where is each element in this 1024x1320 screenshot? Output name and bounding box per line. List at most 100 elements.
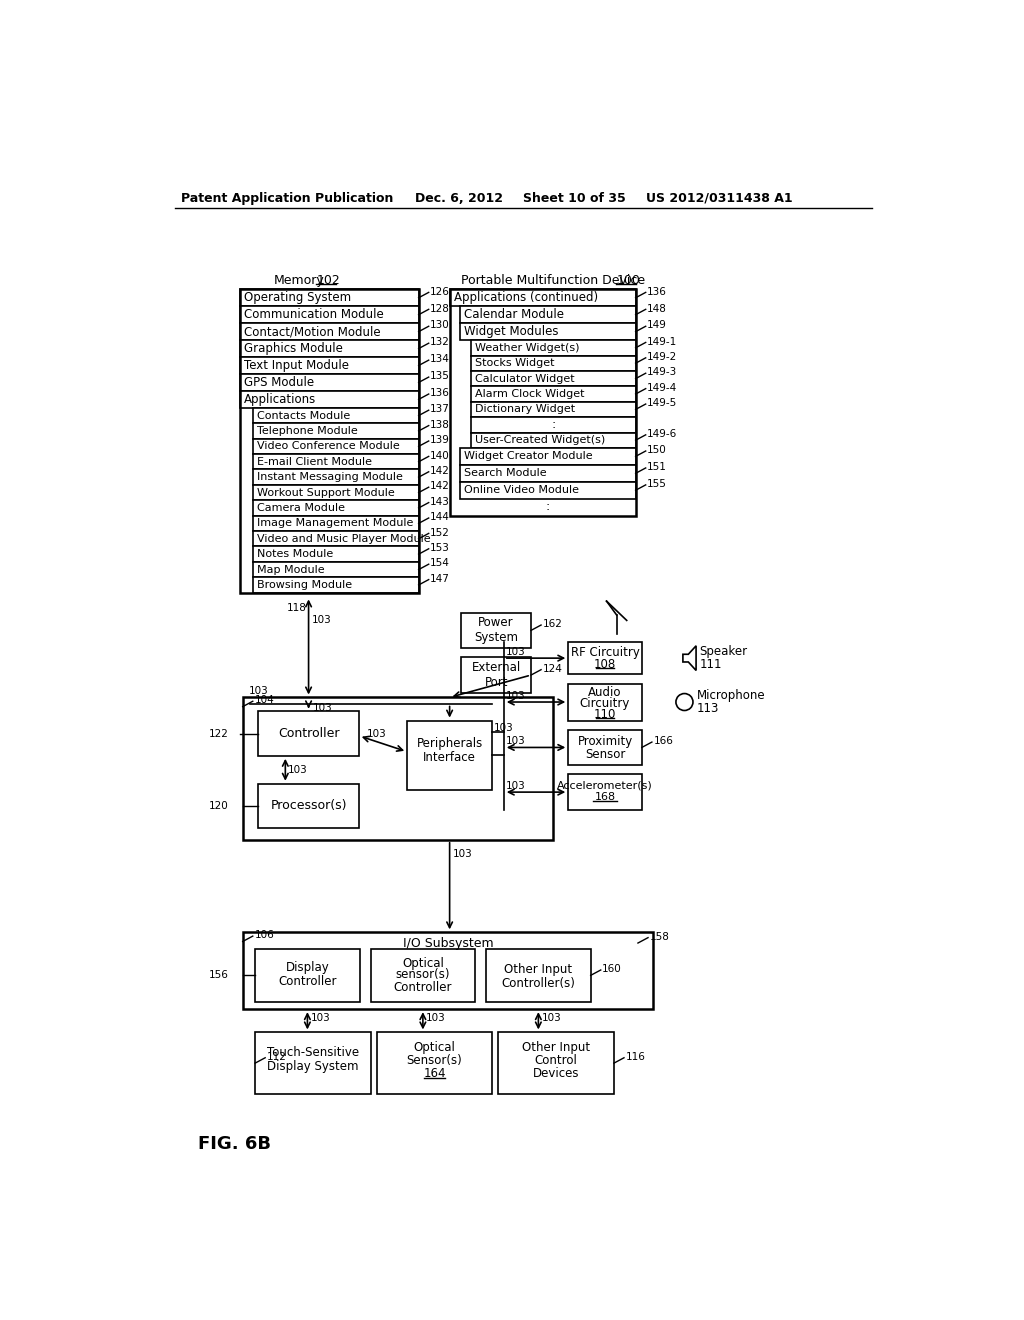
Text: Display System: Display System <box>267 1060 358 1073</box>
Bar <box>253 454 419 470</box>
Text: 136: 136 <box>430 388 451 399</box>
Text: 100: 100 <box>616 273 640 286</box>
Text: Widget Modules: Widget Modules <box>464 325 559 338</box>
Text: Proximity: Proximity <box>578 735 633 748</box>
Text: Controller: Controller <box>393 981 453 994</box>
Bar <box>241 289 419 306</box>
Text: Notes Module: Notes Module <box>257 549 333 560</box>
Text: 103: 103 <box>506 647 525 657</box>
Text: Sheet 10 of 35: Sheet 10 of 35 <box>523 191 626 205</box>
Text: Audio: Audio <box>588 686 622 700</box>
Text: 124: 124 <box>543 664 562 675</box>
Text: Text Input Module: Text Input Module <box>245 359 349 372</box>
Text: Telephone Module: Telephone Module <box>257 426 357 436</box>
Text: Optical: Optical <box>402 957 443 970</box>
Bar <box>371 949 475 1002</box>
Text: 149-2: 149-2 <box>647 352 678 362</box>
Bar <box>241 356 419 374</box>
Bar <box>243 697 553 840</box>
Text: Applications: Applications <box>245 393 316 407</box>
Text: Alarm Clock Widget: Alarm Clock Widget <box>475 389 585 399</box>
Text: User-Created Widget(s): User-Created Widget(s) <box>475 436 605 445</box>
Text: 130: 130 <box>430 321 450 330</box>
Text: 138: 138 <box>430 420 451 430</box>
Text: Memory: Memory <box>273 273 325 286</box>
Text: Instant Messaging Module: Instant Messaging Module <box>257 473 402 482</box>
Bar <box>568 684 642 721</box>
Bar <box>471 387 636 401</box>
Text: 103: 103 <box>288 764 307 775</box>
Text: 103: 103 <box>367 729 386 739</box>
Bar <box>461 482 636 499</box>
Text: Controller(s): Controller(s) <box>502 977 575 990</box>
Text: :: : <box>551 418 556 432</box>
Text: 139: 139 <box>430 436 451 445</box>
Bar <box>243 932 653 1010</box>
Text: Patent Application Publication: Patent Application Publication <box>180 191 393 205</box>
Text: 142: 142 <box>430 466 451 477</box>
Text: Processor(s): Processor(s) <box>270 800 347 813</box>
Bar <box>253 531 419 546</box>
Text: Sensor(s): Sensor(s) <box>407 1053 463 1067</box>
Text: 103: 103 <box>249 686 268 696</box>
Text: 155: 155 <box>647 479 667 490</box>
Text: 152: 152 <box>430 528 451 537</box>
Bar <box>253 577 419 593</box>
Bar <box>471 433 636 447</box>
Text: Accelerometer(s): Accelerometer(s) <box>557 781 653 791</box>
Text: Controller: Controller <box>279 975 337 989</box>
Text: 106: 106 <box>254 931 274 940</box>
Text: 156: 156 <box>209 970 228 981</box>
Text: Applications (continued): Applications (continued) <box>454 292 598 305</box>
Text: Contact/Motion Module: Contact/Motion Module <box>245 325 381 338</box>
Text: Display: Display <box>286 961 330 974</box>
Bar <box>253 562 419 577</box>
Text: 108: 108 <box>594 657 616 671</box>
Text: 103: 103 <box>310 1014 331 1023</box>
Text: 168: 168 <box>595 792 615 803</box>
Bar <box>258 784 359 829</box>
Text: Graphics Module: Graphics Module <box>245 342 343 355</box>
Text: 134: 134 <box>430 354 451 364</box>
Text: External
Port: External Port <box>471 661 521 689</box>
Text: Search Module: Search Module <box>464 469 547 478</box>
Text: 126: 126 <box>430 286 451 297</box>
Text: 112: 112 <box>266 1052 287 1063</box>
Bar <box>241 391 419 408</box>
Text: 140: 140 <box>430 450 450 461</box>
Bar <box>253 500 419 516</box>
Text: Sensor: Sensor <box>585 748 626 760</box>
Text: 149-6: 149-6 <box>647 429 678 440</box>
Text: 149-4: 149-4 <box>647 383 678 393</box>
Text: 162: 162 <box>543 619 562 630</box>
Bar <box>241 323 419 341</box>
Text: Calendar Module: Calendar Module <box>464 308 564 321</box>
Text: Power
System: Power System <box>474 616 518 644</box>
Text: 160: 160 <box>602 964 622 974</box>
Bar <box>461 612 531 648</box>
Text: 149-5: 149-5 <box>647 399 678 408</box>
Text: Controller: Controller <box>278 727 339 741</box>
Text: 120: 120 <box>209 801 228 810</box>
Text: Circuitry: Circuitry <box>580 697 630 710</box>
Bar <box>241 374 419 391</box>
Text: E-mail Client Module: E-mail Client Module <box>257 457 372 467</box>
Text: 132: 132 <box>430 338 451 347</box>
Text: Other Input: Other Input <box>522 1041 590 1055</box>
Text: GPS Module: GPS Module <box>245 376 314 389</box>
Text: 122: 122 <box>209 729 228 739</box>
Text: 149: 149 <box>647 321 667 330</box>
Bar <box>377 1032 493 1094</box>
Text: 148: 148 <box>647 304 667 314</box>
Bar <box>471 341 636 355</box>
Text: 118: 118 <box>287 603 307 612</box>
Bar <box>253 470 419 484</box>
Text: Image Management Module: Image Management Module <box>257 519 413 528</box>
Text: Other Input: Other Input <box>504 962 572 975</box>
Text: 102: 102 <box>316 273 340 286</box>
Text: 103: 103 <box>453 849 472 859</box>
Text: 104: 104 <box>254 696 274 705</box>
Text: Widget Creator Module: Widget Creator Module <box>464 451 593 462</box>
Text: 149-1: 149-1 <box>647 337 678 347</box>
Text: 103: 103 <box>506 737 525 746</box>
